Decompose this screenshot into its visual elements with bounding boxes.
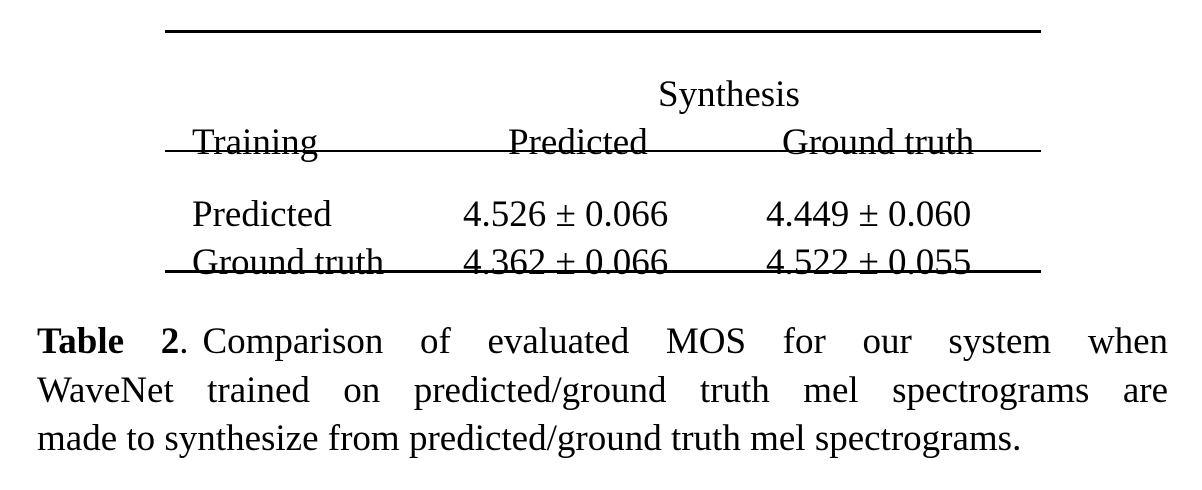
row-label-predicted: Predicted bbox=[192, 194, 332, 235]
table-bottom-rule bbox=[165, 270, 1041, 273]
caption-text-1: Comparison of evaluated MOS for our syst… bbox=[202, 321, 1169, 362]
caption-line-1: Table 2. Comparison of evaluated MOS for … bbox=[37, 318, 1168, 367]
group-header-synthesis: Synthesis bbox=[658, 74, 800, 115]
cell-ground-truth-predicted: 4.362 ± 0.066 bbox=[463, 242, 669, 283]
table-caption: Table 2. Comparison of evaluated MOS for … bbox=[37, 318, 1168, 464]
column-header-predicted: Predicted bbox=[508, 122, 648, 163]
caption-line-3: made to synthesize from predicted/ground… bbox=[37, 418, 1022, 459]
column-header-ground-truth: Ground truth bbox=[782, 122, 975, 163]
caption-label: Table 2 bbox=[37, 321, 180, 362]
table-top-rule bbox=[165, 30, 1041, 33]
row-label-ground-truth: Ground truth bbox=[192, 242, 385, 283]
caption-label-punct: . bbox=[179, 321, 189, 362]
cell-predicted-ground-truth: 4.449 ± 0.060 bbox=[766, 194, 972, 235]
table-header-rule bbox=[165, 150, 1041, 152]
cell-ground-truth-ground-truth: 4.522 ± 0.055 bbox=[766, 242, 972, 283]
column-header-training: Training bbox=[192, 122, 319, 163]
results-table: Synthesis Training Predicted Ground trut… bbox=[165, 30, 1041, 283]
cell-predicted-predicted: 4.526 ± 0.066 bbox=[463, 194, 669, 235]
caption-line-2: WaveNet trained on predicted/ground trut… bbox=[37, 369, 1168, 411]
